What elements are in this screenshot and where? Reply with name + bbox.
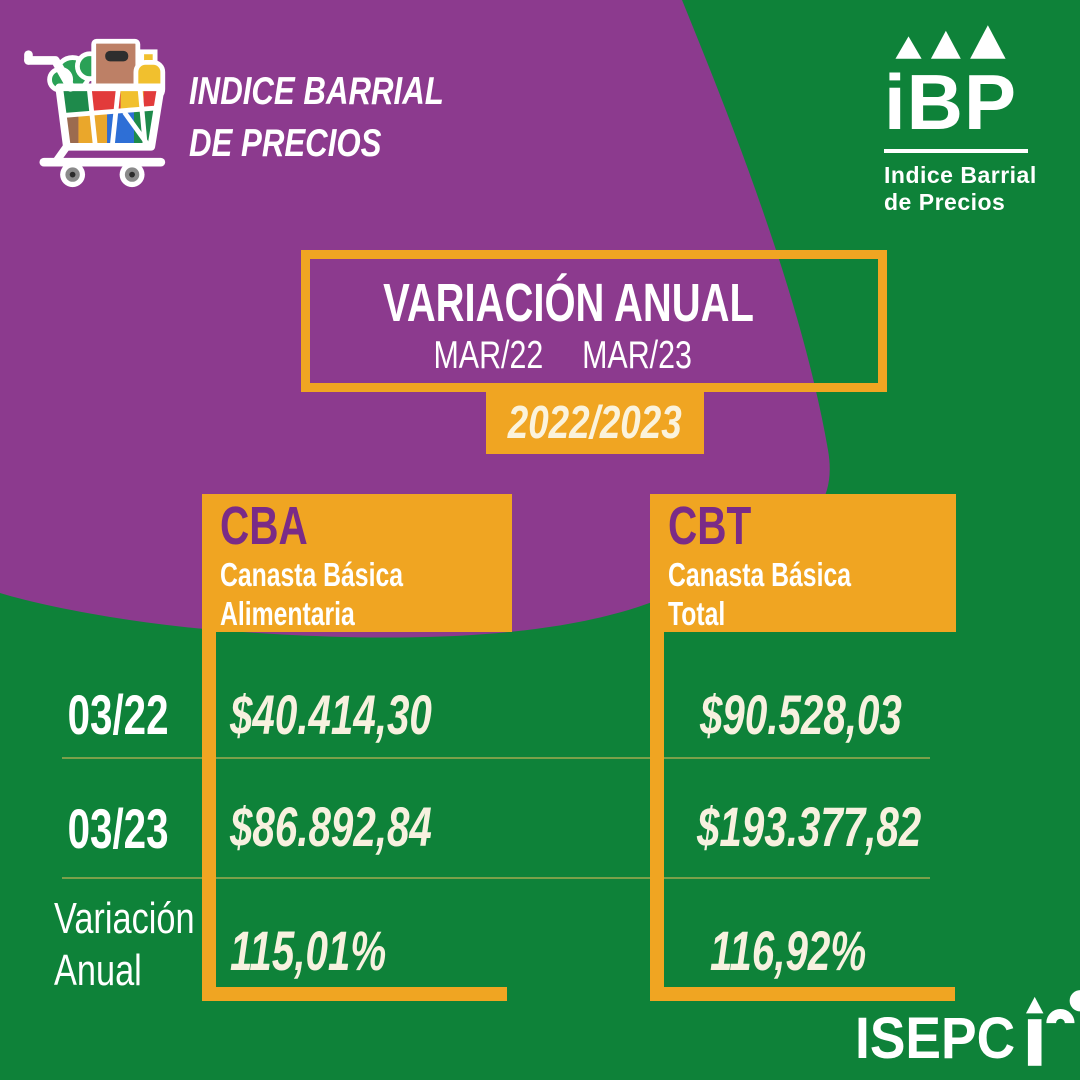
ibp-logo: iBP Indice Barrial de Precios (884, 22, 1054, 216)
ibp-divider (884, 149, 1028, 153)
cbt-bracket-horizontal (650, 987, 955, 1001)
ibp-caption: Indice Barrial de Precios (884, 162, 1054, 216)
row-label-0322: 03/22 (67, 683, 169, 746)
cba-name: Canasta Básica Alimentaria (220, 556, 403, 632)
value-cbt-variacion: 116,92% (710, 919, 867, 982)
ibp-acronym: iBP (884, 58, 1018, 146)
period-badge: 2022/2023 (486, 390, 704, 454)
isepci-wordmark: ISEPC (855, 1006, 1016, 1071)
row-label-0323: 03/23 (67, 797, 169, 860)
title-box-title: VARIACIÓN ANUAL (383, 273, 754, 333)
value-cba-0323: $86.892,84 (230, 795, 432, 858)
isepci-i-mark-icon (1026, 990, 1080, 1066)
value-cbt-0323: $193.377,82 (697, 795, 922, 858)
value-cba-0322: $40.414,30 (230, 683, 432, 746)
value-cba-variacion: 115,01% (230, 919, 387, 982)
brand-title-line2: DE PRECIOS (189, 122, 382, 165)
title-box: VARIACIÓN ANUAL MAR/22 MAR/23 (301, 250, 887, 392)
title-box-subtitle: MAR/22 MAR/23 (433, 334, 693, 377)
brand-title: INDICE BARRIAL DE PRECIOS (189, 66, 508, 170)
shopping-cart-icon (24, 38, 166, 188)
value-cbt-0322: $90.528,03 (700, 683, 902, 746)
cbt-bracket-vertical (650, 632, 664, 1001)
cba-bracket-vertical (202, 632, 216, 1001)
row-separator-2 (62, 877, 930, 879)
cba-bracket-horizontal (202, 987, 507, 1001)
ibp-caption-line1: Indice Barrial (884, 162, 1037, 188)
cart-wheels (60, 162, 145, 188)
cba-code: CBA (220, 496, 308, 556)
bag-handle-hole (105, 50, 129, 62)
row-label-variacion-anual: Variación Anual (54, 894, 195, 995)
column-header-cba: CBA Canasta Básica Alimentaria (202, 494, 512, 632)
row-separator-1 (62, 757, 930, 759)
cbt-code: CBT (668, 496, 752, 556)
column-header-cbt: CBT Canasta Básica Total (650, 494, 956, 632)
brand-title-line1: INDICE BARRIAL (189, 70, 444, 113)
cbt-name: Canasta Básica Total (668, 556, 851, 632)
three-peaks-icon (895, 25, 1006, 59)
isepci-logo: ISEPC (855, 984, 1080, 1068)
ibp-caption-line2: de Precios (884, 189, 1006, 215)
